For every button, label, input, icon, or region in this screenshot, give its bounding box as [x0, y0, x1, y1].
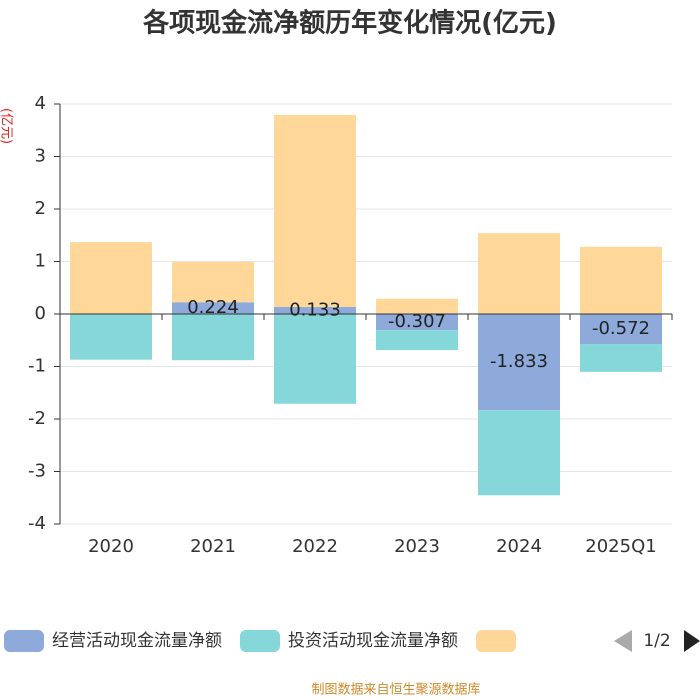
bar	[478, 314, 560, 411]
legend-swatch	[476, 630, 516, 652]
y-tick-label: -3	[28, 461, 46, 482]
data-label: -1.833	[490, 351, 548, 372]
y-tick-label: 0	[35, 303, 46, 324]
data-label: 0.224	[187, 297, 239, 318]
y-tick-label: 2	[35, 198, 46, 219]
legend-next[interactable]	[684, 630, 700, 652]
x-tick-label: 2025Q1	[585, 536, 656, 557]
bar	[376, 314, 458, 331]
bar	[580, 314, 662, 345]
data-label: -0.307	[388, 311, 446, 332]
bar	[580, 246, 662, 314]
bar	[478, 410, 560, 496]
y-tick-label: -2	[28, 408, 46, 429]
bar	[274, 307, 356, 314]
legend-label: 投资活动现金流量净额	[288, 631, 458, 651]
y-tick-label: 4	[35, 93, 46, 114]
bar	[172, 302, 254, 314]
x-tick-label: 2021	[190, 536, 236, 557]
legend-swatch	[4, 630, 44, 652]
y-tick-label: 3	[35, 146, 46, 167]
data-label: -0.572	[592, 318, 650, 339]
bar	[274, 314, 356, 404]
legend-swatch	[240, 630, 280, 652]
y-axis-label: (亿元)	[0, 108, 14, 144]
y-tick-label: -1	[28, 356, 46, 377]
bar	[172, 314, 254, 361]
y-tick-label: 1	[35, 251, 46, 272]
bar	[70, 242, 152, 314]
bar	[70, 314, 152, 360]
data-label: 0.133	[289, 300, 341, 321]
legend-prev[interactable]	[614, 630, 632, 652]
x-tick-label: 2023	[394, 536, 440, 557]
bar	[274, 114, 356, 308]
x-tick-label: 2020	[88, 536, 134, 557]
x-tick-label: 2024	[496, 536, 542, 557]
legend-page: 1/2	[643, 631, 670, 651]
bar	[580, 344, 662, 372]
x-tick-label: 2022	[292, 536, 338, 557]
legend-label: 经营活动现金流量净额	[52, 631, 222, 651]
bar	[478, 233, 560, 314]
y-tick-label: -4	[28, 513, 46, 534]
bar	[172, 261, 254, 303]
source-note: 制图数据来自恒生聚源数据库	[311, 682, 480, 698]
bar	[376, 298, 458, 314]
bar	[376, 330, 458, 351]
chart-title: 各项现金流净额历年变化情况(亿元)	[142, 8, 557, 39]
